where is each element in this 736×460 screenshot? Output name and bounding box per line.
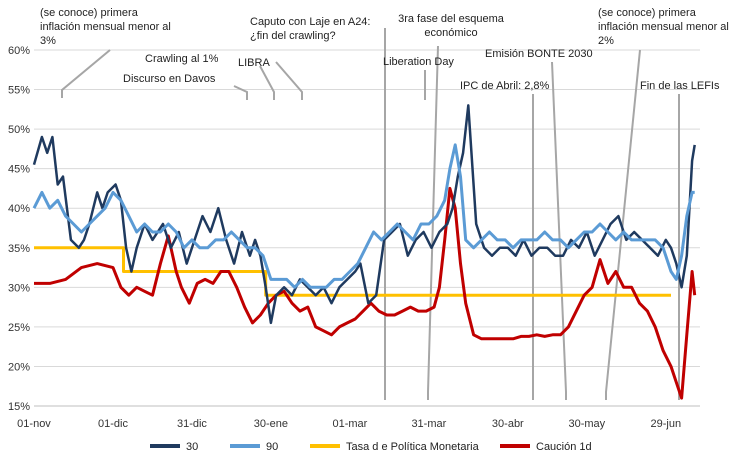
annotation: Liberation Day	[383, 56, 454, 68]
annotation-text: económico	[424, 27, 477, 39]
annotation-text: ¿fin del crawling?	[250, 30, 336, 42]
annotation-text: Emisión BONTE 2030	[485, 48, 593, 60]
y-tick-label: 15%	[8, 401, 30, 413]
y-tick-label: 25%	[8, 322, 30, 334]
annotation-text: inflación mensual menor al	[598, 21, 729, 33]
annotation-text: LIBRA	[238, 57, 270, 69]
legend: 30 90 Tasa d e Política Monetaria Caución 1…	[150, 441, 592, 453]
annotation-leader	[427, 45, 439, 400]
series-line-1	[32, 143, 695, 289]
annotation: IPC de Abril: 2,8%	[460, 80, 549, 92]
annotation-leaders	[61, 28, 680, 400]
series-line-2	[34, 246, 671, 297]
annotation-leader	[259, 65, 275, 100]
series-lines	[32, 104, 697, 400]
y-tick-label: 45%	[8, 164, 30, 176]
y-tick-label: 50%	[8, 124, 30, 136]
annotation-leader	[233, 85, 248, 100]
legend-item: 30	[150, 441, 198, 453]
annotation: 3ra fase del esquema económico	[398, 13, 505, 39]
legend-label: 90	[266, 441, 278, 453]
annotation-text: Caputo con Laje en A24:	[250, 16, 370, 28]
annotation-text: inflación mensual menor al	[40, 21, 171, 33]
annotation-leader	[605, 49, 641, 400]
series-line-3	[34, 186, 697, 400]
annotation-leader	[551, 61, 567, 400]
y-tick-label: 60%	[8, 45, 30, 57]
annotation: (se conoce) primera inflación mensual men…	[40, 7, 171, 47]
annotation-text: (se conoce) primera	[598, 7, 697, 19]
legend-item: 90	[230, 441, 278, 453]
y-tick-label: 55%	[8, 85, 30, 97]
y-tick-label: 30%	[8, 282, 30, 294]
annotation-leader	[61, 49, 111, 98]
legend-label: 30	[186, 441, 198, 453]
x-tick-label: 01-nov	[17, 418, 51, 430]
annotation-text: Discurso en Davos	[123, 73, 216, 85]
annotation: Discurso en Davos	[123, 73, 216, 85]
annotation: (se conoce) primera inflación mensual men…	[598, 7, 729, 47]
annotation-leader	[275, 61, 303, 100]
annotation-text: 3ra fase del esquema	[398, 13, 505, 25]
x-tick-label: 01-dic	[98, 418, 128, 430]
annotation-text: 2%	[598, 35, 614, 47]
x-axis: 01-nov 01-dic 31-dic 30-ene 01-mar 31-mar 30-a…	[17, 405, 700, 430]
x-tick-label: 30-abr	[492, 418, 524, 430]
annotation: Emisión BONTE 2030	[485, 48, 593, 60]
x-tick-label: 31-mar	[411, 418, 446, 430]
x-tick-label: 01-mar	[332, 418, 367, 430]
annotation-text: Liberation Day	[383, 56, 454, 68]
annotation: LIBRA	[238, 57, 270, 69]
annotation: Fin de las LEFIs	[640, 80, 720, 92]
x-tick-label: 31-dic	[177, 418, 207, 430]
legend-item: Tasa d e Política Monetaria	[310, 441, 480, 453]
x-tick-label: 30-may	[568, 418, 605, 430]
legend-label: Caución 1d	[536, 441, 592, 453]
y-tick-label: 20%	[8, 361, 30, 373]
legend-item: Caución 1d	[500, 441, 592, 453]
x-tick-label: 29-jun	[650, 418, 681, 430]
series-line-0	[32, 104, 696, 325]
annotation-text: IPC de Abril: 2,8%	[460, 80, 549, 92]
annotation-text: Fin de las LEFIs	[640, 80, 720, 92]
annotation: Crawling al 1%	[145, 53, 219, 65]
y-axis: 15% 20% 25% 30% 35% 40% 45% 50% 55% 60%	[8, 45, 30, 413]
annotation-labels: (se conoce) primera inflación mensual men…	[40, 7, 729, 92]
annotation-text: 3%	[40, 35, 56, 47]
y-tick-label: 35%	[8, 243, 30, 255]
legend-label: Tasa d e Política Monetaria	[346, 441, 480, 453]
annotation-text: Crawling al 1%	[145, 53, 219, 65]
annotation-text: (se conoce) primera	[40, 7, 139, 19]
x-tick-label: 30-ene	[254, 418, 288, 430]
annotation: Caputo con Laje en A24: ¿fin del crawling…	[250, 16, 370, 42]
y-tick-label: 40%	[8, 203, 30, 215]
